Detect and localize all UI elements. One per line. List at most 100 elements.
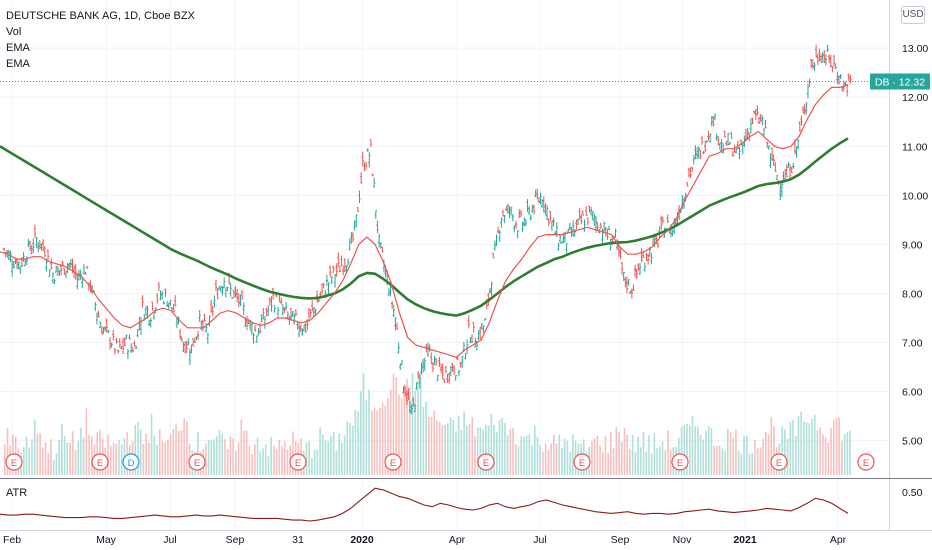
volume-bar bbox=[710, 428, 713, 475]
volume-bar bbox=[240, 419, 243, 475]
volume-bar bbox=[789, 422, 792, 475]
volume-bar bbox=[142, 443, 145, 475]
volume-bar bbox=[392, 373, 395, 475]
volume-bar bbox=[694, 426, 696, 475]
volume-bar bbox=[718, 445, 721, 475]
volume-bar bbox=[555, 443, 558, 475]
volume-bar bbox=[528, 434, 531, 475]
volume-bar bbox=[691, 416, 694, 475]
volume-bar bbox=[354, 409, 357, 475]
indicator-ema-slow[interactable]: EMA bbox=[6, 58, 30, 70]
volume-bar bbox=[218, 430, 221, 475]
earnings-marker[interactable] bbox=[671, 453, 689, 471]
volume-bar bbox=[843, 434, 846, 475]
volume-bar bbox=[85, 408, 88, 475]
volume-bar bbox=[506, 435, 509, 475]
price-axis[interactable]: 5.00 6.00 7.00 8.00 9.00 10.00 11.00 12.00 13.00 bbox=[902, 43, 928, 448]
volume-bar bbox=[134, 424, 137, 475]
volume-bar bbox=[90, 436, 93, 475]
volume-bar bbox=[544, 443, 547, 475]
volume-bar bbox=[504, 423, 506, 475]
volume-bar bbox=[335, 450, 338, 475]
volume-bar bbox=[379, 407, 381, 475]
event-marker-label: E bbox=[677, 458, 683, 469]
earnings-marker[interactable] bbox=[91, 453, 109, 471]
volume-bar bbox=[640, 447, 642, 475]
volume-bar bbox=[71, 431, 74, 475]
volume-bar bbox=[243, 430, 245, 475]
volume-bar bbox=[737, 451, 740, 475]
volume-bar bbox=[74, 449, 77, 475]
volume-bar bbox=[167, 439, 169, 475]
volume-bar bbox=[351, 425, 354, 475]
volume-bar bbox=[275, 449, 278, 475]
earnings-marker[interactable] bbox=[188, 453, 206, 471]
volume-bar bbox=[466, 425, 468, 475]
time-tick-label: May bbox=[96, 534, 117, 546]
volume-bar bbox=[531, 445, 533, 475]
volume-bar bbox=[811, 418, 813, 475]
volume-bar bbox=[572, 434, 574, 475]
time-tick-label: Jul bbox=[533, 534, 546, 546]
volume-bar bbox=[422, 407, 425, 475]
volume-bar bbox=[645, 451, 648, 475]
volume-bar bbox=[735, 429, 737, 475]
volume-bar bbox=[254, 444, 256, 475]
volume-bar bbox=[618, 431, 620, 475]
earnings-marker[interactable] bbox=[857, 453, 875, 471]
volume-bar bbox=[66, 442, 69, 475]
volume-bar bbox=[482, 429, 484, 475]
volume-bar bbox=[642, 431, 645, 475]
volume-bar bbox=[107, 434, 109, 475]
volume-bar bbox=[58, 440, 60, 475]
dividend-marker[interactable] bbox=[122, 453, 140, 471]
volume-bar bbox=[444, 425, 446, 475]
volume-bar bbox=[822, 434, 824, 475]
volume-bar bbox=[702, 439, 705, 475]
volume-bar bbox=[61, 424, 63, 475]
price-tick-label: 11.00 bbox=[902, 141, 928, 153]
volume-bar bbox=[838, 417, 841, 475]
volume-bar bbox=[819, 427, 821, 475]
volume-bar bbox=[55, 453, 58, 475]
volume-bar bbox=[604, 435, 607, 475]
volume-bar bbox=[346, 421, 349, 475]
volume-bar bbox=[281, 446, 283, 475]
volume-bar bbox=[835, 418, 838, 475]
volume-bar bbox=[430, 417, 433, 475]
indicator-vol[interactable]: Vol bbox=[6, 26, 22, 38]
volume-bar bbox=[180, 430, 183, 475]
volume-bar bbox=[362, 373, 365, 475]
volume-bar bbox=[485, 424, 487, 475]
volume-bar bbox=[536, 436, 539, 475]
indicator-ema-fast[interactable]: EMA bbox=[6, 42, 30, 54]
volume-bar bbox=[653, 433, 656, 475]
earnings-marker[interactable] bbox=[477, 453, 495, 471]
volume-bar bbox=[490, 414, 493, 475]
earnings-marker[interactable] bbox=[384, 453, 402, 471]
volume-bar bbox=[460, 429, 463, 475]
volume-bar bbox=[479, 427, 482, 475]
volume-bar bbox=[751, 452, 754, 475]
volume-bar bbox=[471, 417, 474, 475]
volume-bar bbox=[349, 422, 351, 475]
volume-bar bbox=[656, 448, 658, 475]
symbol-title[interactable]: DEUTSCHE BANK AG, 1D, Cboe BZX bbox=[6, 10, 195, 22]
currency-button[interactable]: USD bbox=[901, 6, 925, 24]
volume-bar bbox=[286, 449, 289, 475]
earnings-marker[interactable] bbox=[573, 453, 591, 471]
volume-bar bbox=[620, 441, 623, 475]
earnings-marker[interactable] bbox=[5, 453, 23, 471]
volume-bar bbox=[688, 425, 691, 475]
volume-bar bbox=[395, 377, 397, 475]
volume-bar bbox=[566, 440, 569, 475]
time-axis[interactable]: Feb May Jul Sep 31 2020 Apr Jul Sep Nov 2021 Apr bbox=[3, 534, 847, 546]
volume-bar bbox=[669, 450, 672, 475]
volume-bar bbox=[221, 433, 224, 475]
volume-bar bbox=[77, 441, 79, 475]
earnings-marker[interactable] bbox=[770, 453, 788, 471]
earnings-marker[interactable] bbox=[289, 453, 307, 471]
volume-bar bbox=[248, 445, 251, 475]
time-tick-label: Nov bbox=[673, 534, 692, 546]
